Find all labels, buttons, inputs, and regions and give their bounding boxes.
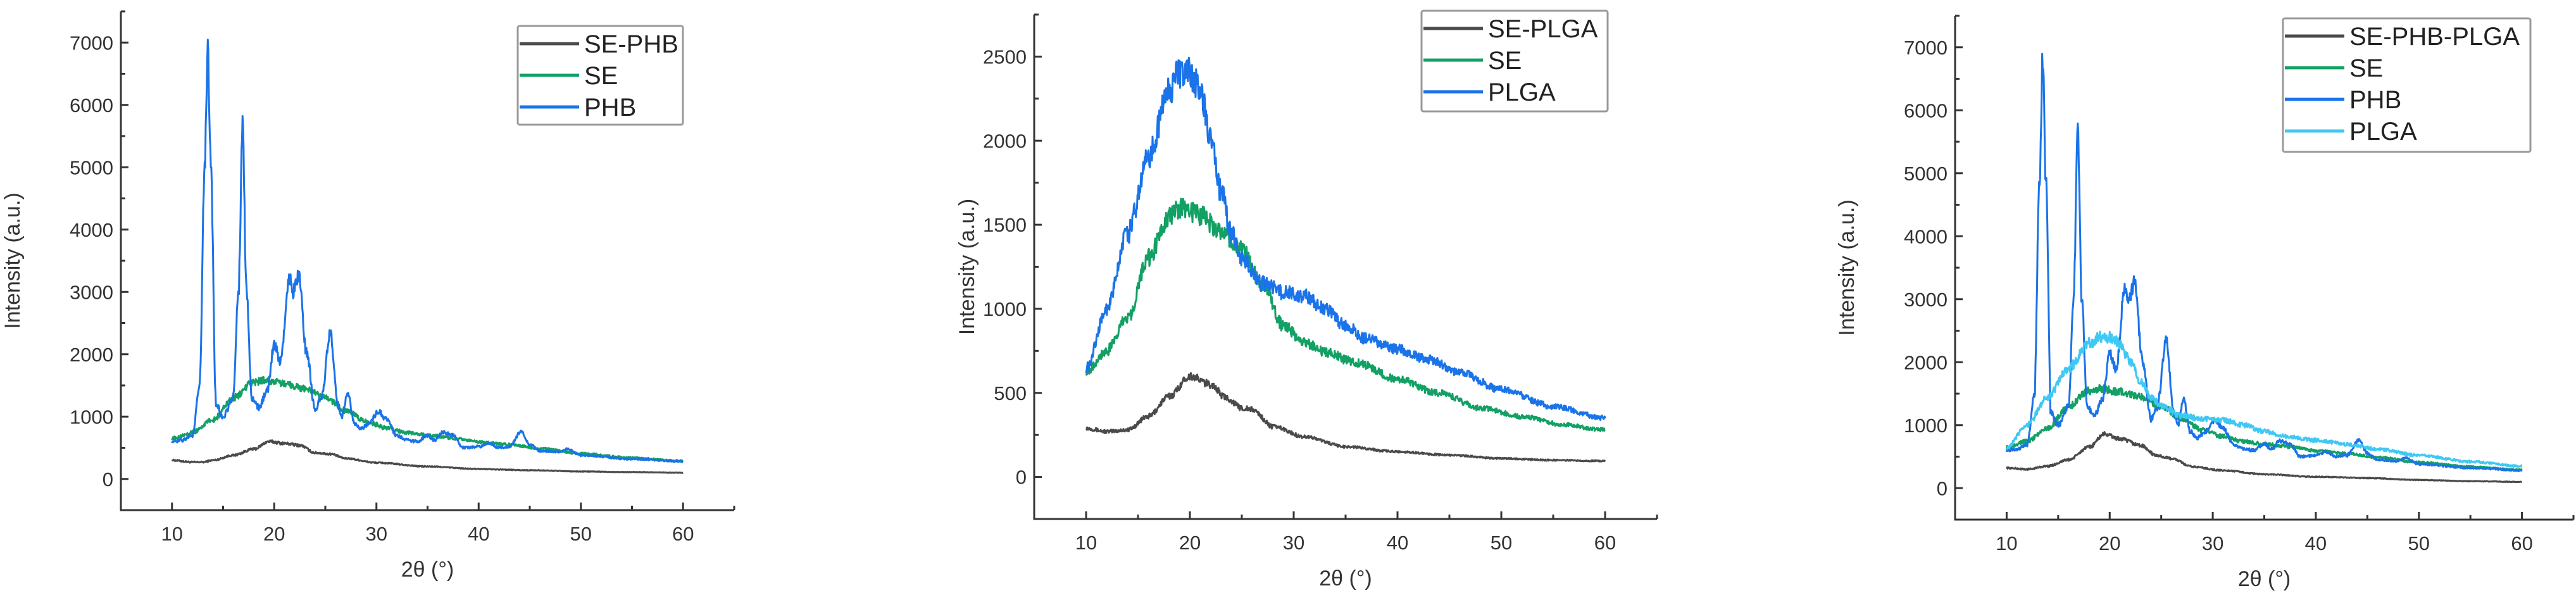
legend: SE-PLGA SE PLGA xyxy=(1420,9,1609,113)
y-tick-label: 3000 xyxy=(70,281,113,303)
series-line-plga xyxy=(2006,330,2523,468)
x-tick-label: 40 xyxy=(1387,532,1408,554)
x-tick-label: 30 xyxy=(1283,532,1304,554)
y-tick-label: 7000 xyxy=(70,32,113,54)
series-line-se-phb-plga xyxy=(2006,431,2523,484)
chart-1: 0 1000 2000 3000 4000 5000 6000 7000 10 20 30 40 50 6… xyxy=(1,10,735,582)
chart-2: 0 500 1000 1500 2000 2500 10 20 30 40 50 60 2θ (°) In… xyxy=(955,9,1658,591)
legend: SE-PHB SE PHB xyxy=(516,25,684,126)
x-tick-label: 60 xyxy=(672,523,694,545)
y-tick-label: 2500 xyxy=(983,46,1027,68)
y-tick-label: 1500 xyxy=(983,214,1027,236)
legend: SE-PHB-PLGA SE PHB PLGA xyxy=(2282,17,2532,153)
y-tick-label: 500 xyxy=(994,382,1027,404)
legend-label: SE-PLGA xyxy=(1488,15,1598,43)
y-tick-label: 0 xyxy=(1016,466,1027,489)
x-axis-title: 2θ (°) xyxy=(1319,566,1372,591)
legend-label: PLGA xyxy=(1488,78,1556,106)
x-tick-label: 40 xyxy=(468,523,489,545)
x-tick-label: 60 xyxy=(1594,532,1616,554)
x-tick-label: 10 xyxy=(1996,532,2017,554)
legend-label: SE xyxy=(1488,47,1522,75)
x-tick-label: 30 xyxy=(2202,532,2223,554)
y-axis-title: Intensity (a.u.) xyxy=(955,199,979,335)
legend-label: PHB xyxy=(2349,86,2401,114)
legend-label: PHB xyxy=(584,94,636,122)
y-axis-title: Intensity (a.u.) xyxy=(1835,199,1859,335)
y-tick-label: 1000 xyxy=(983,298,1027,320)
series-line-se-plga xyxy=(1085,372,1606,463)
x-tick-label: 50 xyxy=(1491,532,1512,554)
y-tick-label: 0 xyxy=(1937,477,1948,499)
y-tick-label: 1000 xyxy=(1904,415,1948,437)
y-tick-label: 5000 xyxy=(70,156,113,178)
y-tick-label: 2000 xyxy=(1904,351,1948,373)
legend-box xyxy=(516,25,684,126)
legend-label: PLGA xyxy=(2349,118,2417,146)
y-tick-label: 7000 xyxy=(1904,37,1948,59)
y-axis-title: Intensity (a.u.) xyxy=(1,192,25,328)
y-tick-label: 3000 xyxy=(1904,289,1948,311)
y-tick-label: 2000 xyxy=(983,130,1027,152)
y-tick-label: 2000 xyxy=(70,344,113,366)
series-line-plga xyxy=(1085,56,1606,422)
y-tick-label: 0 xyxy=(103,468,113,491)
legend-box xyxy=(2282,17,2532,153)
y-tick-label: 4000 xyxy=(1904,225,1948,247)
series-line-se-phb xyxy=(171,439,684,474)
series-line-phb xyxy=(171,39,684,463)
y-tick-label: 4000 xyxy=(70,219,113,241)
x-tick-label: 20 xyxy=(2099,532,2120,554)
y-tick-label: 1000 xyxy=(70,406,113,428)
x-axis-title: 2θ (°) xyxy=(401,558,454,582)
x-tick-label: 10 xyxy=(161,523,183,545)
x-tick-label: 40 xyxy=(2305,532,2327,554)
legend-label: SE xyxy=(2349,54,2383,82)
x-axis-title: 2θ (°) xyxy=(2238,567,2291,591)
x-tick-label: 60 xyxy=(2511,532,2532,554)
y-tick-label: 5000 xyxy=(1904,163,1948,185)
series-line-se xyxy=(2005,384,2523,472)
x-tick-label: 30 xyxy=(366,523,387,545)
legend-box xyxy=(1420,9,1609,113)
y-tick-label: 6000 xyxy=(1904,99,1948,122)
chart-3: 0 1000 2000 3000 4000 5000 6000 7000 10 20 30 40 50 6… xyxy=(1835,15,2575,591)
legend-label: SE-PHB-PLGA xyxy=(2349,23,2520,51)
y-tick-label: 6000 xyxy=(70,94,113,116)
x-tick-label: 50 xyxy=(570,523,592,545)
legend-label: SE-PHB xyxy=(584,30,678,58)
x-tick-label: 20 xyxy=(263,523,285,545)
series-line-phb xyxy=(2005,53,2523,472)
x-tick-label: 20 xyxy=(1179,532,1201,554)
x-tick-label: 10 xyxy=(1075,532,1097,554)
series-line-se xyxy=(1085,197,1606,432)
x-tick-label: 50 xyxy=(2408,532,2430,554)
legend-label: SE xyxy=(584,62,618,90)
